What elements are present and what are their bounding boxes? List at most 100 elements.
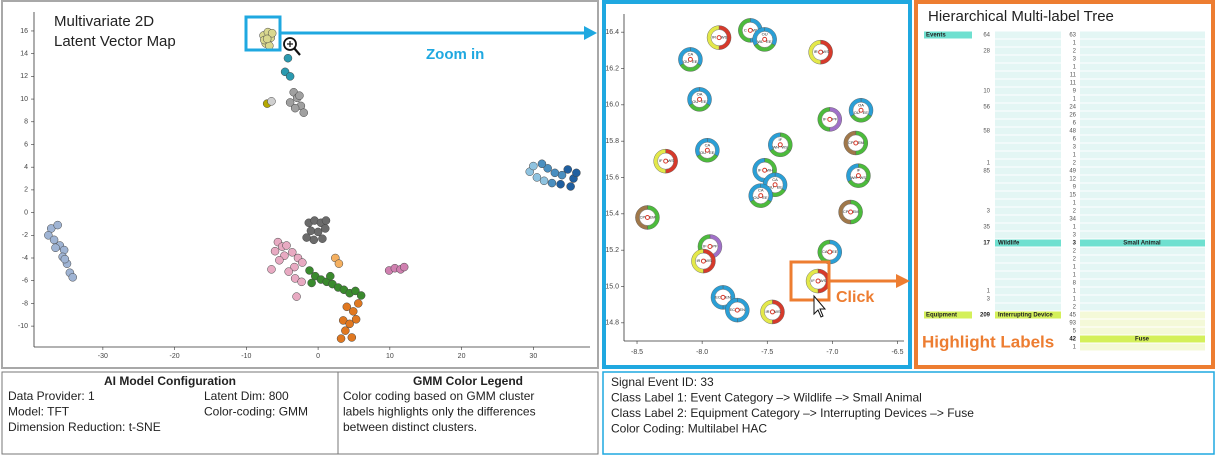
- y-tick-label: 4: [24, 164, 28, 171]
- y-tick-label: 16.0: [605, 102, 619, 109]
- x-tick-label: -7.0: [826, 349, 838, 356]
- tree-row-bar: [1080, 279, 1205, 287]
- label-glyph[interactable]: CA EE: [817, 239, 842, 265]
- tree-row-bar: [995, 199, 1061, 207]
- tree-row-bar: [995, 215, 1061, 223]
- tree-count: 1: [1073, 41, 1077, 47]
- label-glyph[interactable]: EC EN: [725, 297, 750, 323]
- tree-count: 56: [983, 105, 990, 111]
- glyph-label: EN: [725, 294, 731, 299]
- label-glyph[interactable]: IR WS: [808, 39, 833, 65]
- tree-count: 42: [1069, 337, 1076, 343]
- label-glyph[interactable]: CP EM: [838, 199, 863, 225]
- tree-row-bar: [995, 31, 1061, 39]
- click-arrow-head: [896, 274, 910, 288]
- glyph-label: EC: [715, 294, 721, 299]
- y-tick-label: 8: [24, 119, 28, 126]
- label-glyph[interactable]: IF WS: [653, 148, 678, 174]
- tree-count: 49: [1069, 169, 1076, 175]
- tree-row-bar: [995, 263, 1061, 271]
- zoom-box[interactable]: [244, 15, 282, 52]
- latent-point: [336, 334, 346, 343]
- tree-row-bar: [1080, 79, 1205, 87]
- latent-point: [290, 103, 300, 113]
- glyph-label: IF: [758, 167, 762, 172]
- tree-count: 9: [1073, 185, 1077, 191]
- tree-count: 2: [1073, 305, 1077, 311]
- latent-point: [285, 98, 295, 107]
- glyph-center: [815, 278, 821, 284]
- latent-point: [275, 256, 284, 265]
- tree-row-bar: [1080, 295, 1205, 303]
- glyph-label: WL: [757, 39, 764, 44]
- tree-root-bar: [924, 311, 972, 319]
- tree-row-bar: [1080, 39, 1205, 47]
- glyph-label: WS: [705, 258, 712, 263]
- glyph-center: [734, 307, 740, 313]
- tree-row-bar: [1080, 191, 1205, 199]
- tree-count: 1: [1073, 153, 1077, 159]
- tree-row-bar: [995, 111, 1061, 119]
- glyph-label: WL: [752, 27, 759, 32]
- label-glyph[interactable]: CP EM: [635, 205, 660, 230]
- label-glyph[interactable]: IF PF: [817, 107, 842, 132]
- y-tick-label: 16.4: [605, 29, 619, 36]
- glyph-label: IR: [765, 309, 769, 314]
- glyph-center: [777, 142, 783, 148]
- label-glyph[interactable]: IR WS: [760, 299, 785, 325]
- tree-row-bar: [995, 39, 1061, 47]
- legend-line: labels highlights only the differences: [343, 405, 536, 419]
- latent-point: [354, 299, 363, 308]
- click-box[interactable]: [789, 260, 831, 302]
- latent-point: [347, 333, 357, 342]
- latent-point: [326, 271, 335, 281]
- label-glyph[interactable]: IR WS: [691, 248, 716, 274]
- y-tick-label: 6: [24, 141, 28, 148]
- tree-row-bar: [995, 247, 1061, 255]
- latent-point: [341, 326, 350, 335]
- tree-row-bar: [995, 95, 1061, 103]
- tree-row-bar: [1080, 127, 1205, 135]
- tree-row-bar: [1080, 71, 1205, 79]
- tree-row-bar: [995, 183, 1061, 191]
- tree-row-bar: [1080, 63, 1205, 71]
- y-tick-label: -10: [18, 323, 28, 330]
- glyph-label: CA: [822, 249, 828, 254]
- tree-count: 11: [1070, 73, 1077, 79]
- tree-count: 35: [983, 225, 990, 231]
- tree-count: 3: [1073, 145, 1077, 151]
- label-glyph[interactable]: IF WS: [805, 268, 831, 294]
- tree-row-bar: [1080, 103, 1205, 111]
- tree-row-bar: [1080, 319, 1205, 327]
- tree-count: 26: [1069, 113, 1076, 119]
- glyph-label: IR: [814, 49, 818, 54]
- glyph-label: IF: [857, 168, 861, 173]
- tree-row-bar: [1080, 287, 1205, 295]
- latent-point: [282, 241, 291, 250]
- tree-count: 3: [987, 209, 991, 215]
- tree-row-bar: [1080, 199, 1205, 207]
- label-glyph[interactable]: CP EM: [843, 130, 869, 156]
- tree-row-bar: [995, 175, 1061, 183]
- glyph-label: EE: [762, 195, 768, 200]
- glyph-label: EN: [740, 307, 746, 312]
- latent-point: [318, 234, 327, 243]
- glyph-label: IF: [811, 278, 815, 283]
- glyph-label: IF: [823, 116, 827, 121]
- label-glyph[interactable]: IR WS: [706, 25, 732, 50]
- latent-point: [351, 315, 361, 324]
- tree-count: 1: [1073, 297, 1077, 303]
- tree-row-bar: [995, 47, 1061, 55]
- glyph-center: [769, 309, 775, 315]
- latent-point: [539, 176, 549, 186]
- tree-row-bar: [1080, 311, 1205, 319]
- tree-count: 12: [1069, 177, 1076, 183]
